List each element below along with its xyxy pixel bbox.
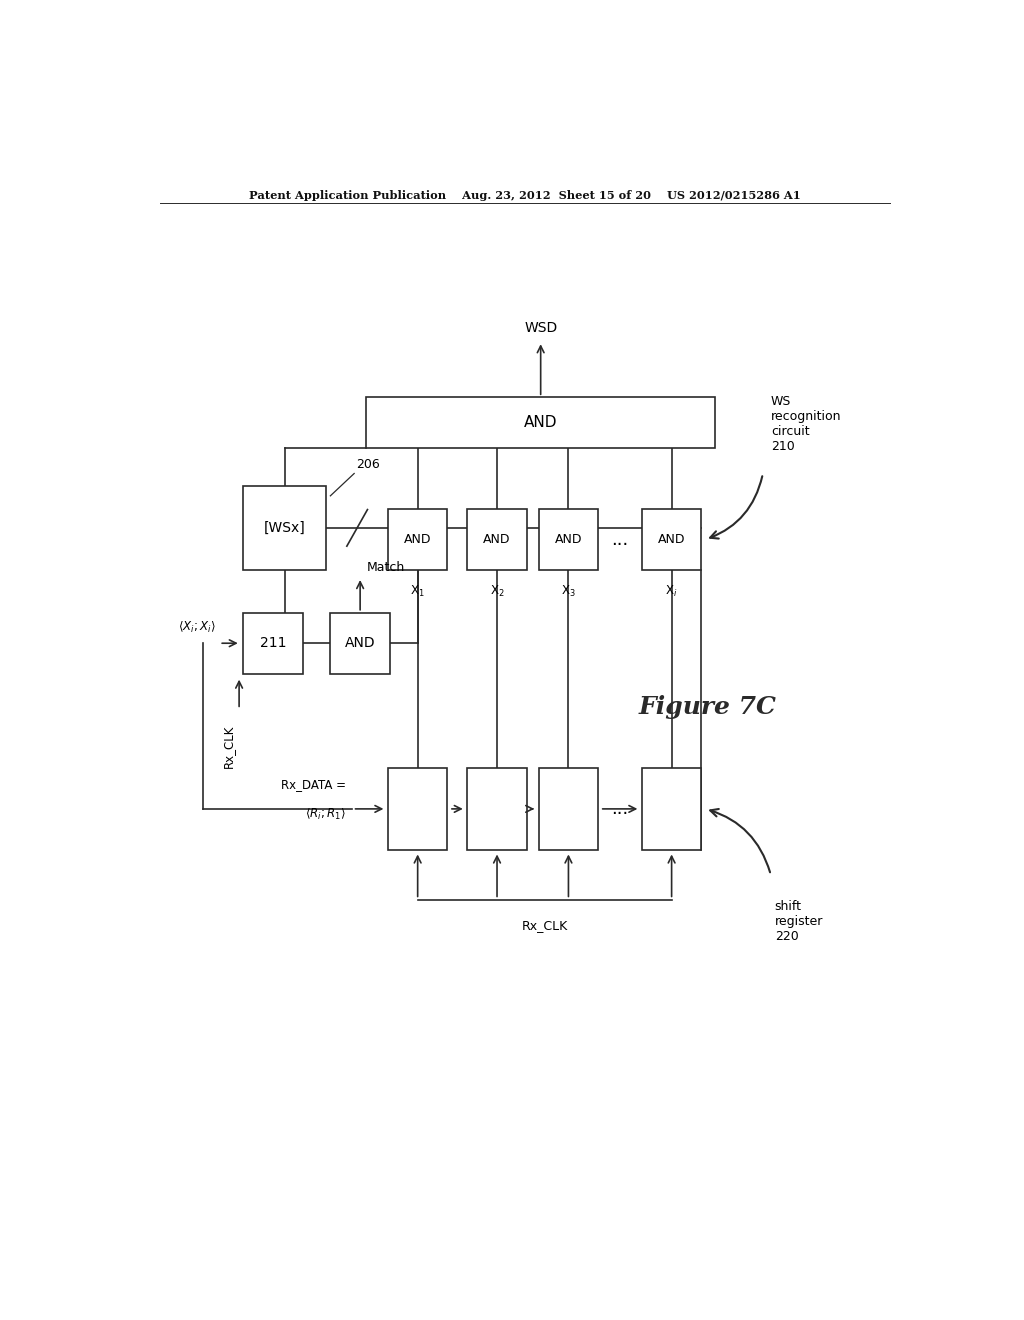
Text: Patent Application Publication    Aug. 23, 2012  Sheet 15 of 20    US 2012/02152: Patent Application Publication Aug. 23, … — [249, 190, 801, 201]
Text: X$_{i}$: X$_{i}$ — [666, 585, 678, 599]
Text: ...: ... — [611, 800, 629, 818]
Text: Figure 7C: Figure 7C — [638, 696, 776, 719]
Bar — [642, 768, 701, 850]
Text: AND: AND — [483, 533, 511, 546]
Text: shift
register
220: shift register 220 — [775, 900, 823, 944]
Text: [WSx]: [WSx] — [264, 521, 305, 535]
Text: X$_{2}$: X$_{2}$ — [489, 585, 505, 599]
Text: 206: 206 — [356, 458, 380, 471]
Text: X$_{1}$: X$_{1}$ — [411, 585, 425, 599]
Text: Rx_DATA =: Rx_DATA = — [282, 777, 346, 791]
Bar — [388, 768, 447, 850]
Text: AND: AND — [524, 416, 557, 430]
Bar — [539, 768, 598, 850]
Text: ...: ... — [611, 531, 629, 549]
Text: AND: AND — [657, 533, 685, 546]
Bar — [243, 612, 303, 673]
Text: 211: 211 — [259, 636, 286, 651]
Text: AND: AND — [403, 533, 431, 546]
Text: Rx_CLK: Rx_CLK — [222, 725, 236, 768]
Bar — [642, 510, 701, 570]
Text: Rx_CLK: Rx_CLK — [521, 919, 567, 932]
Text: WS
recognition
circuit
210: WS recognition circuit 210 — [771, 395, 842, 453]
Text: $\langle X_i;X_i\rangle$: $\langle X_i;X_i\rangle$ — [177, 620, 215, 635]
Bar — [467, 768, 526, 850]
Bar — [467, 510, 526, 570]
Text: WSD: WSD — [524, 321, 557, 335]
Text: Match: Match — [367, 561, 404, 574]
Bar — [367, 397, 715, 447]
Bar — [388, 510, 447, 570]
Text: AND: AND — [345, 636, 376, 651]
Bar — [243, 486, 327, 570]
Text: AND: AND — [555, 533, 583, 546]
Bar — [539, 510, 598, 570]
Bar — [331, 612, 390, 673]
Text: $\langle R_i;R_1\rangle$: $\langle R_i;R_1\rangle$ — [305, 807, 346, 822]
Text: X$_{3}$: X$_{3}$ — [561, 585, 575, 599]
